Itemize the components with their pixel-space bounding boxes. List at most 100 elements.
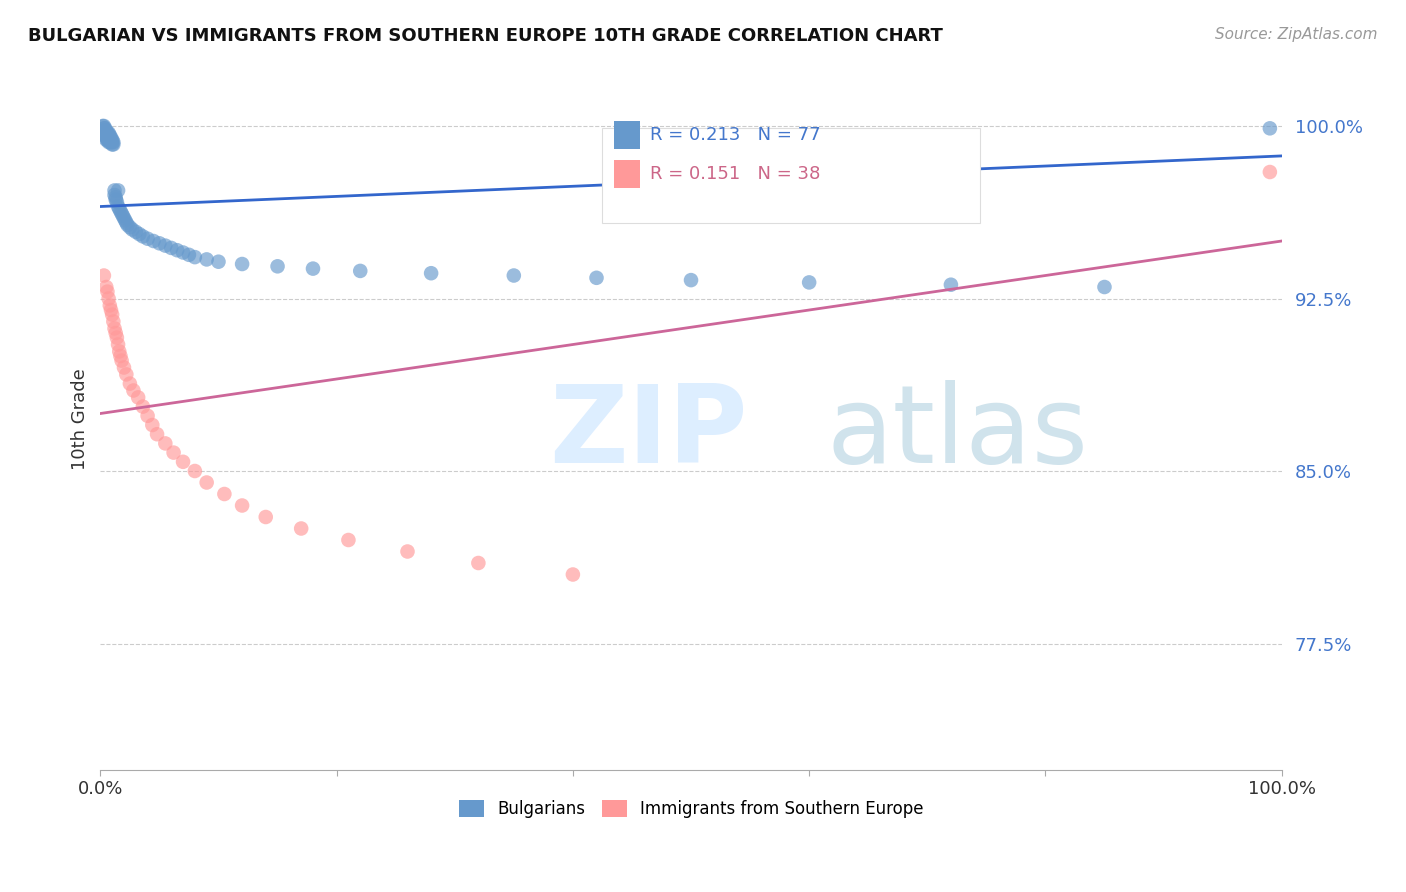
Point — [118, 220, 141, 235]
Point — [96, 128, 118, 143]
Point — [103, 188, 125, 202]
Point — [132, 400, 155, 414]
Point — [337, 533, 360, 547]
Point — [93, 268, 115, 283]
Point — [290, 521, 312, 535]
Point — [97, 133, 120, 147]
Point — [118, 376, 141, 391]
Point — [141, 417, 163, 432]
Point — [585, 270, 607, 285]
Point — [96, 130, 118, 145]
Point — [103, 321, 125, 335]
Point — [114, 213, 136, 227]
Point — [97, 130, 120, 145]
Point — [110, 204, 132, 219]
Point — [177, 248, 200, 262]
Point — [103, 314, 125, 328]
Point — [939, 277, 962, 292]
Point — [93, 123, 115, 137]
Point — [136, 409, 159, 423]
Point — [112, 360, 135, 375]
Point — [96, 285, 118, 299]
Bar — [614, 121, 640, 149]
Point — [98, 298, 121, 312]
Y-axis label: 10th Grade: 10th Grade — [72, 368, 89, 470]
Point — [104, 193, 127, 207]
Point — [561, 567, 583, 582]
Point — [101, 135, 124, 149]
Point — [96, 133, 118, 147]
Point — [679, 273, 702, 287]
Point — [1258, 121, 1281, 136]
Point — [797, 276, 820, 290]
Point — [112, 211, 135, 225]
Point — [195, 252, 218, 267]
Point — [195, 475, 218, 490]
Point — [103, 137, 125, 152]
Point — [103, 135, 125, 149]
Point — [155, 238, 177, 252]
Bar — [602, 128, 980, 223]
Point — [101, 133, 124, 147]
Point — [110, 206, 132, 220]
Text: R = 0.213   N = 77: R = 0.213 N = 77 — [650, 126, 820, 145]
Text: Source: ZipAtlas.com: Source: ZipAtlas.com — [1215, 27, 1378, 42]
Point — [160, 241, 183, 255]
Point — [115, 368, 138, 382]
Point — [184, 464, 207, 478]
Point — [108, 344, 131, 359]
Point — [96, 128, 118, 143]
Point — [105, 330, 128, 344]
Point — [1094, 280, 1116, 294]
Point — [100, 130, 122, 145]
Point — [207, 254, 229, 268]
Point — [105, 194, 128, 209]
Point — [502, 268, 524, 283]
Point — [100, 303, 122, 318]
Point — [117, 218, 139, 232]
Point — [94, 128, 117, 143]
Point — [96, 126, 118, 140]
Point — [98, 135, 121, 149]
Point — [107, 337, 129, 351]
Point — [349, 264, 371, 278]
Point — [98, 130, 121, 145]
Point — [110, 353, 132, 368]
Point — [94, 123, 117, 137]
Point — [396, 544, 419, 558]
Point — [98, 128, 121, 143]
Point — [101, 137, 124, 152]
Point — [98, 133, 121, 147]
Point — [96, 130, 118, 145]
Point — [125, 225, 148, 239]
Point — [122, 384, 145, 398]
Point — [100, 135, 122, 149]
Text: ZIP: ZIP — [550, 380, 748, 486]
Point — [101, 308, 124, 322]
Point — [254, 510, 277, 524]
Point — [96, 280, 118, 294]
Point — [108, 202, 131, 216]
Point — [96, 126, 118, 140]
Point — [166, 244, 188, 258]
Point — [97, 128, 120, 143]
Point — [93, 119, 115, 133]
Point — [128, 227, 150, 241]
Point — [96, 123, 118, 137]
Point — [94, 126, 117, 140]
Point — [97, 292, 120, 306]
Point — [111, 209, 134, 223]
Text: atlas: atlas — [827, 380, 1088, 486]
Point — [155, 436, 177, 450]
Point — [104, 190, 127, 204]
Point — [121, 222, 143, 236]
Point — [107, 183, 129, 197]
Point — [420, 266, 443, 280]
Point — [127, 391, 149, 405]
Text: R = 0.151   N = 38: R = 0.151 N = 38 — [650, 165, 820, 183]
Point — [231, 499, 253, 513]
Legend: Bulgarians, Immigrants from Southern Europe: Bulgarians, Immigrants from Southern Eur… — [451, 793, 931, 825]
Bar — [614, 160, 640, 188]
Point — [172, 455, 194, 469]
Point — [172, 245, 194, 260]
